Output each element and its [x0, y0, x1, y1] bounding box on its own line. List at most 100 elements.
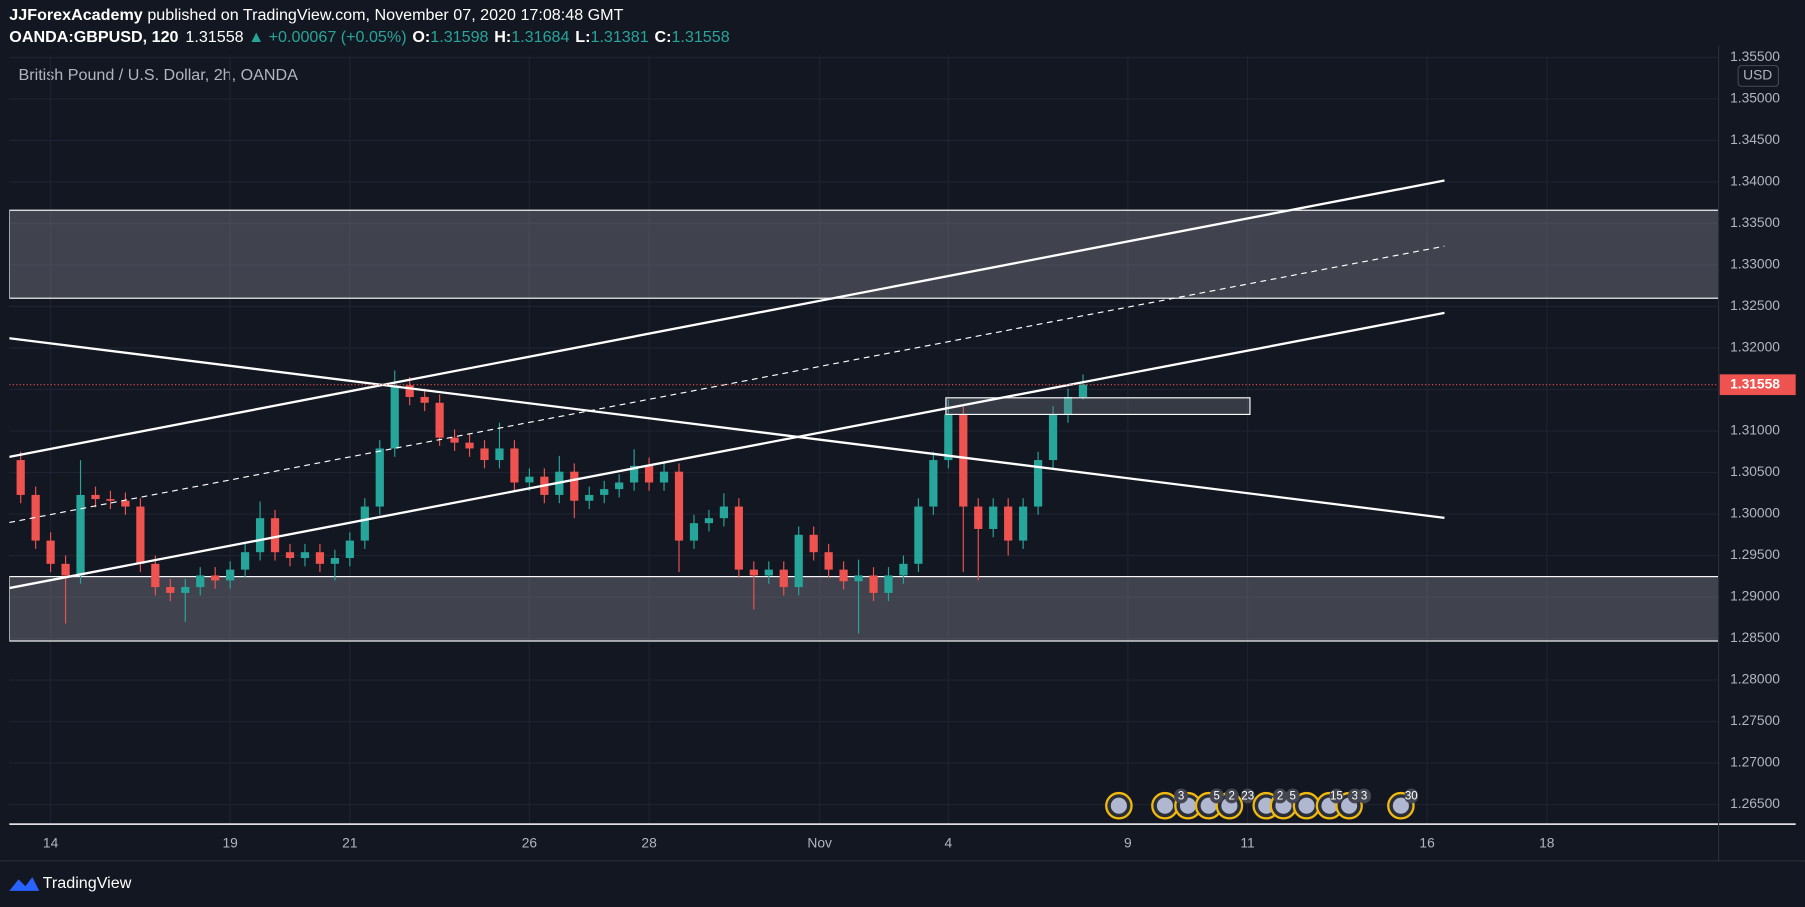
candle-body [600, 489, 609, 495]
candle-body [480, 448, 489, 461]
y-tick-label: 1.35500 [1730, 48, 1780, 64]
y-tick-label: 1.27500 [1730, 712, 1780, 728]
candle-body [46, 540, 55, 564]
event-count-bg [1224, 788, 1239, 804]
candle-body [884, 575, 893, 593]
trend-line [9, 337, 1445, 519]
candle-body [809, 534, 818, 553]
candle-body [674, 471, 684, 541]
y-tick-label: 1.33000 [1730, 256, 1780, 272]
y-tick-label: 1.27000 [1730, 754, 1780, 770]
candle-body [734, 506, 743, 570]
header-line-1: JJForexAcademy published on TradingView.c… [9, 6, 623, 24]
event-count: 3 [1178, 791, 1184, 803]
event-count: 3 [1352, 791, 1358, 803]
trend-line [9, 311, 1445, 590]
event-flag [1392, 797, 1409, 814]
candle-body [240, 552, 250, 570]
ohlc-key: O: [412, 28, 430, 46]
event-count-bg [1240, 788, 1255, 804]
candle-body [869, 575, 878, 593]
candle-body [839, 569, 848, 582]
y-tick-label: 1.29000 [1730, 588, 1780, 604]
header-line-2: OANDA:GBPUSD, 120 1.31558 ▲ +0.00067 (+0.0… [9, 28, 729, 46]
candle-body [61, 563, 70, 576]
y-tick-label: 1.33500 [1730, 214, 1780, 230]
zone [9, 576, 1719, 642]
x-tick-label: 19 [222, 834, 238, 850]
candle-body [360, 506, 369, 541]
logo-text: TradingView [43, 874, 132, 892]
candle-body [465, 442, 474, 449]
candle-body [794, 534, 803, 588]
candle-body [151, 563, 160, 588]
candle-body [181, 587, 190, 593]
event-flag [1298, 797, 1315, 814]
y-tick-label: 1.29500 [1730, 546, 1780, 562]
candle-body [944, 414, 953, 461]
trend-line [9, 245, 1445, 524]
candle-body [495, 448, 504, 461]
candle-body [749, 569, 758, 576]
trend-line [9, 179, 1445, 458]
candle-body [16, 460, 25, 495]
candle-body [974, 506, 983, 529]
candle-body [450, 437, 459, 443]
x-tick-label: 4 [944, 834, 952, 850]
y-tick-label: 1.28000 [1730, 671, 1780, 687]
ohlc-value: 1.31598 [430, 28, 488, 46]
candle-body [91, 494, 100, 500]
event-count-bg [1174, 788, 1188, 804]
candle-body [435, 402, 444, 438]
ohlc-value: 1.31381 [590, 28, 648, 46]
event-count: 15 [1330, 791, 1343, 803]
candle-body [375, 448, 384, 507]
candle-body [899, 563, 908, 576]
candle-body [1033, 460, 1043, 507]
event-flag [1156, 797, 1173, 814]
logo: TradingView [9, 874, 132, 892]
event-flag [1110, 797, 1127, 814]
event-count: 5 [1289, 791, 1295, 803]
y-tick-label: 1.35000 [1730, 90, 1780, 106]
candle-body [390, 385, 399, 449]
candle-body [764, 569, 773, 576]
candle-body [630, 465, 639, 483]
event-count: 2 [1277, 791, 1283, 803]
x-tick-label: 26 [522, 834, 538, 850]
x-tick-label: Nov [807, 834, 832, 850]
y-tick-label: 1.34000 [1730, 173, 1780, 189]
ohlc-value: 1.31558 [671, 28, 729, 46]
candle-body [420, 396, 429, 403]
candle-body [285, 552, 295, 559]
x-tick-label: 14 [43, 834, 59, 850]
x-tick-label: 16 [1419, 834, 1435, 850]
candle-body [270, 518, 280, 553]
symbol: OANDA:GBPUSD, 120 [9, 28, 178, 46]
range-box [945, 397, 1251, 415]
x-tick-label: 9 [1124, 834, 1132, 850]
publisher: JJForexAcademy [9, 6, 142, 24]
candle-body [196, 575, 205, 588]
currency: USD [1743, 67, 1772, 83]
candle-body [570, 471, 579, 501]
candle-body [1078, 384, 1088, 397]
event-count-bg [1285, 788, 1300, 804]
y-tick-label: 1.28500 [1730, 629, 1780, 645]
event-count-bg [1209, 788, 1224, 804]
candle-body [255, 518, 265, 553]
zone [9, 209, 1719, 299]
published: published on TradingView.com, November 0… [147, 6, 623, 24]
event-count-bg [1404, 788, 1419, 804]
candle-body [615, 482, 624, 490]
x-tick-label: 28 [641, 834, 657, 850]
event-flag [1258, 797, 1275, 814]
currency-box [1737, 65, 1779, 87]
y-tick-label: 1.30500 [1730, 463, 1780, 479]
y-tick-label: 1.32500 [1730, 297, 1780, 313]
candle-body [76, 494, 85, 576]
candle-body [1048, 414, 1058, 461]
